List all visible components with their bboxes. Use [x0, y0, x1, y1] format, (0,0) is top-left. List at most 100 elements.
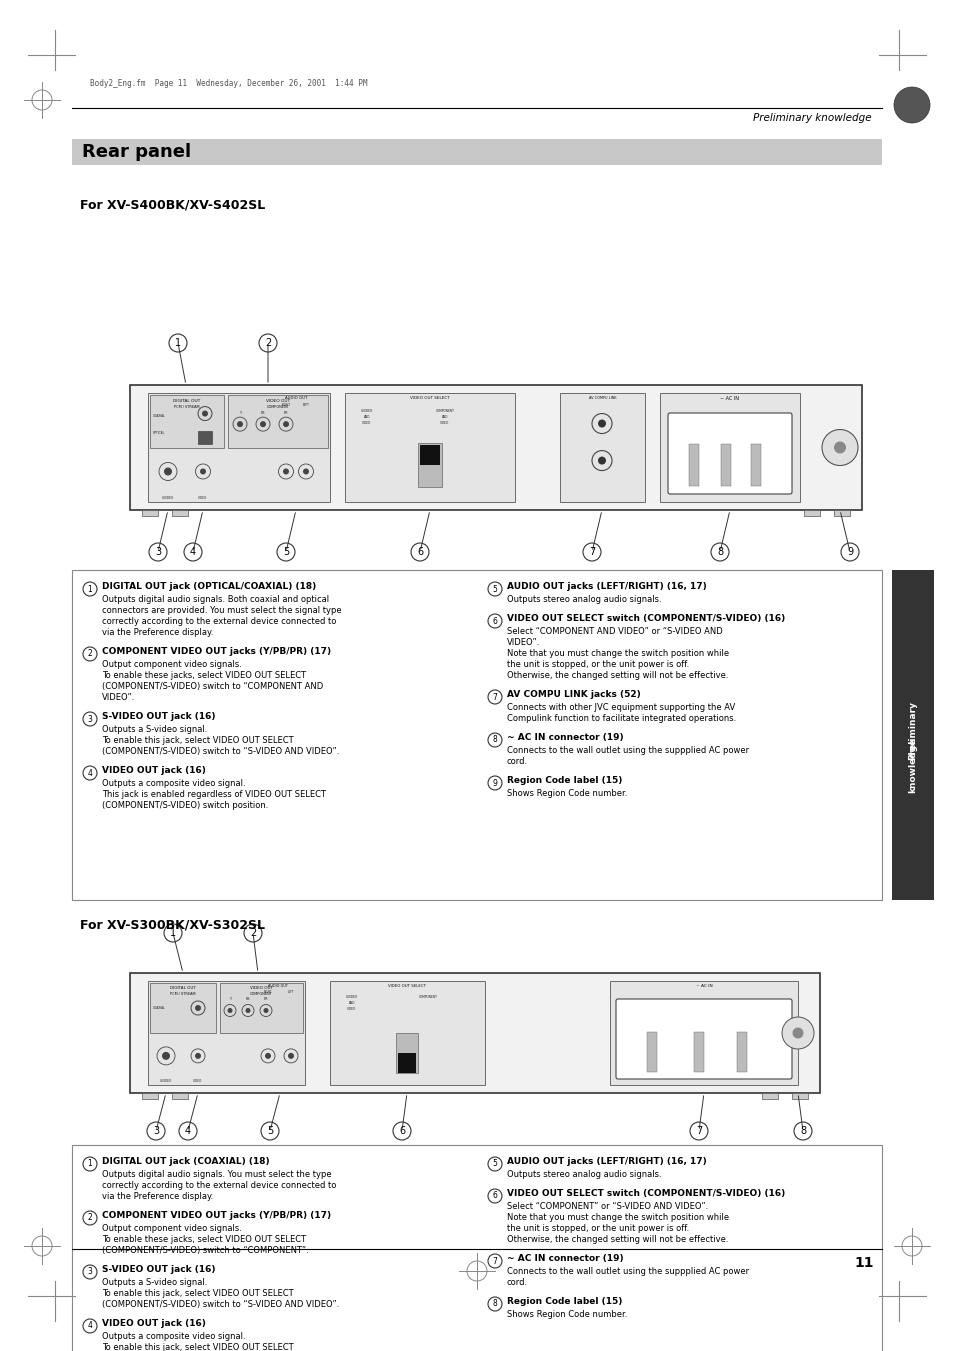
Text: RIGHT: RIGHT	[263, 990, 272, 994]
FancyBboxPatch shape	[330, 981, 484, 1085]
Text: For XV-S300BK/XV-S302SL: For XV-S300BK/XV-S302SL	[80, 917, 265, 931]
Text: 6: 6	[398, 1125, 405, 1136]
Text: 7: 7	[695, 1125, 701, 1136]
Text: 8: 8	[800, 1125, 805, 1136]
Text: Note that you must change the switch position while: Note that you must change the switch pos…	[506, 1213, 728, 1223]
Text: 11: 11	[854, 1256, 873, 1270]
FancyBboxPatch shape	[148, 393, 330, 503]
Text: via the Preference display.: via the Preference display.	[102, 628, 213, 638]
Text: (COMPONENT/S-VIDEO) switch to “COMPONENT AND: (COMPONENT/S-VIDEO) switch to “COMPONENT…	[102, 682, 323, 690]
Text: S-VIDEO: S-VIDEO	[160, 1079, 172, 1084]
Circle shape	[833, 442, 845, 454]
Text: 3: 3	[152, 1125, 159, 1136]
Text: 4: 4	[88, 769, 92, 777]
FancyBboxPatch shape	[891, 570, 933, 900]
Text: VIDEO”.: VIDEO”.	[506, 638, 539, 647]
Text: Shows Region Code number.: Shows Region Code number.	[506, 1310, 627, 1319]
Circle shape	[200, 469, 206, 474]
Text: 1: 1	[88, 585, 92, 593]
FancyBboxPatch shape	[419, 444, 439, 465]
Circle shape	[263, 1008, 268, 1013]
FancyBboxPatch shape	[198, 431, 212, 444]
Circle shape	[893, 86, 929, 123]
Text: the unit is stopped, or the unit power is off.: the unit is stopped, or the unit power i…	[506, 661, 688, 669]
Text: S-VIDEO: S-VIDEO	[162, 496, 174, 500]
FancyBboxPatch shape	[693, 1032, 703, 1071]
Circle shape	[260, 422, 266, 427]
Text: Shows Region Code number.: Shows Region Code number.	[506, 789, 627, 798]
Text: 2: 2	[88, 650, 92, 658]
Text: ~ AC IN: ~ AC IN	[695, 984, 712, 988]
Circle shape	[227, 1008, 233, 1013]
Text: VIDEO: VIDEO	[440, 422, 449, 426]
Text: DIGITAL OUT jack (OPTICAL/COAXIAL) (18): DIGITAL OUT jack (OPTICAL/COAXIAL) (18)	[102, 582, 315, 590]
Text: 9: 9	[846, 547, 852, 557]
Circle shape	[781, 1017, 813, 1048]
Text: COMPONENT VIDEO OUT jacks (Y/PB/PR) (17): COMPONENT VIDEO OUT jacks (Y/PB/PR) (17)	[102, 647, 331, 657]
Text: 9: 9	[492, 778, 497, 788]
Text: DIGITAL OUT: DIGITAL OUT	[170, 986, 195, 990]
Text: LEFT: LEFT	[302, 403, 309, 407]
Text: via the Preference display.: via the Preference display.	[102, 1192, 213, 1201]
Text: Select “COMPONENT” or “S-VIDEO AND VIDEO”.: Select “COMPONENT” or “S-VIDEO AND VIDEO…	[506, 1202, 707, 1210]
FancyBboxPatch shape	[345, 393, 515, 503]
Text: VIDEO OUT jack (16): VIDEO OUT jack (16)	[102, 766, 206, 775]
Text: Outputs a S-video signal.: Outputs a S-video signal.	[102, 725, 207, 734]
Text: COAXIAL: COAXIAL	[152, 1006, 166, 1011]
Text: To enable this jack, select VIDEO OUT SELECT: To enable this jack, select VIDEO OUT SE…	[102, 1289, 294, 1298]
Text: Y: Y	[238, 411, 241, 415]
FancyBboxPatch shape	[148, 981, 305, 1085]
Text: AV COMPU LINK jacks (52): AV COMPU LINK jacks (52)	[506, 690, 640, 698]
FancyBboxPatch shape	[71, 1146, 882, 1351]
Circle shape	[598, 457, 605, 465]
Text: Select “COMPONENT AND VIDEO” or “S-VIDEO AND: Select “COMPONENT AND VIDEO” or “S-VIDEO…	[506, 627, 722, 636]
Text: AND: AND	[441, 415, 448, 419]
Text: VIDEO OUT: VIDEO OUT	[250, 986, 273, 990]
Text: COMPONENT: COMPONENT	[418, 994, 437, 998]
Text: 8: 8	[492, 735, 497, 744]
Text: 5: 5	[492, 1159, 497, 1169]
Text: Outputs a composite video signal.: Outputs a composite video signal.	[102, 1332, 245, 1342]
Text: 7: 7	[492, 693, 497, 701]
FancyBboxPatch shape	[609, 981, 797, 1085]
Text: 4: 4	[88, 1321, 92, 1331]
Circle shape	[164, 467, 172, 476]
Text: 3: 3	[88, 715, 92, 724]
FancyBboxPatch shape	[647, 1032, 657, 1071]
Text: 6: 6	[492, 616, 497, 626]
Text: S-VIDEO: S-VIDEO	[346, 994, 357, 998]
Text: PR: PR	[283, 411, 288, 415]
Text: VIDEO OUT SELECT switch (COMPONENT/S-VIDEO) (16): VIDEO OUT SELECT switch (COMPONENT/S-VID…	[506, 613, 784, 623]
Circle shape	[598, 420, 605, 427]
Text: 1: 1	[170, 928, 176, 938]
Text: cord.: cord.	[506, 1278, 528, 1288]
FancyBboxPatch shape	[720, 443, 731, 486]
Text: AUDIO OUT jacks (LEFT/RIGHT) (16, 17): AUDIO OUT jacks (LEFT/RIGHT) (16, 17)	[506, 1156, 706, 1166]
Text: PCM / STREAM: PCM / STREAM	[170, 992, 195, 996]
Text: 4: 4	[185, 1125, 191, 1136]
Text: DIGITAL OUT jack (COAXIAL) (18): DIGITAL OUT jack (COAXIAL) (18)	[102, 1156, 270, 1166]
Text: Preliminary knowledge: Preliminary knowledge	[753, 113, 871, 123]
Text: COMPONENT: COMPONENT	[266, 405, 289, 409]
Text: Region Code label (15): Region Code label (15)	[506, 1297, 621, 1306]
Text: VIDEO: VIDEO	[193, 1079, 202, 1084]
FancyBboxPatch shape	[150, 394, 224, 449]
Text: the unit is stopped, or the unit power is off.: the unit is stopped, or the unit power i…	[506, 1224, 688, 1233]
Text: Output component video signals.: Output component video signals.	[102, 1224, 242, 1233]
Text: 7: 7	[492, 1256, 497, 1266]
Text: COMPONENT VIDEO OUT jacks (Y/PB/PR) (17): COMPONENT VIDEO OUT jacks (Y/PB/PR) (17)	[102, 1210, 331, 1220]
Text: 5: 5	[267, 1125, 273, 1136]
Text: Outputs digital audio signals. You must select the type: Outputs digital audio signals. You must …	[102, 1170, 332, 1179]
Circle shape	[265, 1052, 271, 1059]
FancyBboxPatch shape	[559, 393, 644, 503]
Text: COAXIAL: COAXIAL	[152, 415, 166, 419]
Text: 8: 8	[717, 547, 722, 557]
Text: 5: 5	[283, 547, 289, 557]
FancyBboxPatch shape	[395, 1034, 417, 1073]
Text: PB: PB	[260, 411, 265, 415]
Text: AUDIO OUT jacks (LEFT/RIGHT) (16, 17): AUDIO OUT jacks (LEFT/RIGHT) (16, 17)	[506, 582, 706, 590]
Text: Outputs digital audio signals. Both coaxial and optical: Outputs digital audio signals. Both coax…	[102, 594, 329, 604]
Text: PCM / STREAM: PCM / STREAM	[174, 405, 199, 409]
Text: COMPONENT: COMPONENT	[250, 992, 273, 996]
Text: 3: 3	[154, 547, 161, 557]
